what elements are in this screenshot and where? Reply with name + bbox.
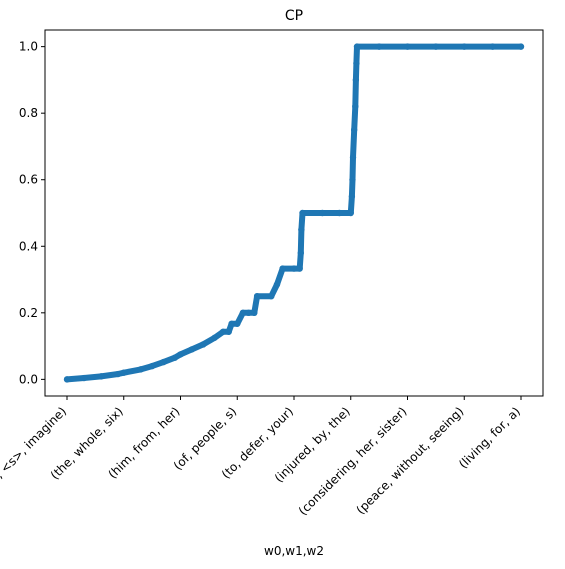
data-point: [171, 354, 179, 361]
data-point: [251, 309, 258, 317]
data-point: [273, 281, 281, 288]
data-point: [200, 341, 207, 348]
data-point: [234, 320, 241, 327]
data-point: [347, 209, 354, 217]
y-tick-label: 0.0: [19, 372, 38, 386]
data-point: [160, 358, 167, 366]
data-point: [336, 209, 343, 217]
data-point: [80, 374, 88, 382]
data-point: [211, 334, 218, 341]
data-point: [239, 309, 247, 317]
data-point: [348, 193, 356, 200]
x-axis-label: w0,w1,w2: [264, 544, 324, 558]
data-point: [404, 43, 411, 50]
data-point: [268, 292, 275, 300]
data-point: [188, 346, 196, 353]
data-point: [319, 209, 326, 217]
data-point: [461, 43, 468, 50]
data-point: [97, 373, 105, 380]
data-point: [375, 43, 383, 50]
data-point: [489, 43, 496, 50]
data-point: [353, 43, 361, 50]
data-point: [349, 154, 357, 161]
y-tick-label: 1.0: [19, 40, 38, 54]
series-line: [64, 43, 524, 383]
data-point: [349, 176, 356, 183]
chart-title: CP: [285, 8, 303, 24]
data-point: [517, 43, 525, 50]
data-point: [279, 265, 286, 272]
data-point: [219, 328, 227, 335]
y-tick-label: 0.2: [19, 306, 38, 320]
data-point: [225, 328, 232, 335]
data-point: [298, 226, 305, 233]
data-point: [353, 60, 360, 67]
data-point: [299, 209, 306, 217]
data-point: [114, 370, 122, 378]
data-point: [297, 249, 305, 257]
data-point: [120, 369, 127, 376]
data-point: [352, 103, 359, 110]
data-point: [137, 366, 144, 373]
y-tick-label: 0.8: [19, 106, 38, 120]
data-point: [148, 362, 156, 370]
data-point: [63, 376, 71, 383]
y-tick-label: 0.6: [19, 173, 38, 187]
data-point: [432, 43, 440, 50]
data-point: [290, 265, 298, 272]
data-point: [253, 292, 261, 300]
data-point: [350, 126, 358, 134]
y-tick-label: 0.4: [19, 239, 38, 253]
data-point: [245, 309, 252, 317]
data-point: [352, 76, 360, 84]
data-point: [296, 265, 303, 272]
data-point: [177, 351, 184, 358]
data-point: [228, 320, 235, 327]
